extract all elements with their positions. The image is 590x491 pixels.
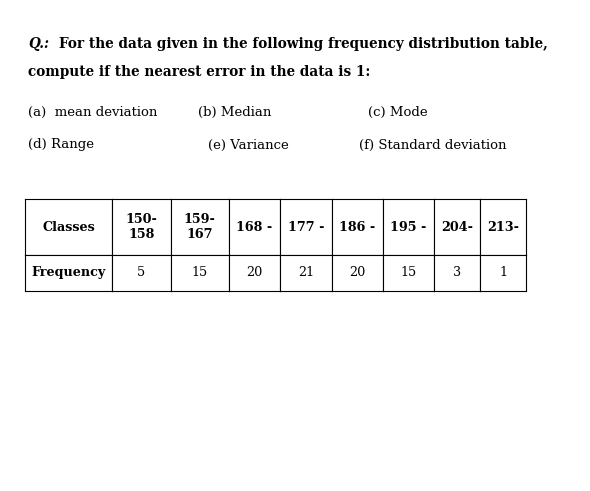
Text: compute if the nearest error in the data is 1:: compute if the nearest error in the data…: [28, 65, 371, 79]
Text: 21: 21: [298, 267, 314, 279]
Text: (e) Variance: (e) Variance: [208, 138, 289, 151]
Text: 186 -: 186 -: [339, 220, 375, 234]
Text: (f) Standard deviation: (f) Standard deviation: [359, 138, 506, 151]
Text: (d) Range: (d) Range: [28, 138, 94, 151]
Text: (a)  mean deviation: (a) mean deviation: [28, 106, 158, 118]
Text: Classes: Classes: [42, 220, 95, 234]
Text: 213-: 213-: [487, 220, 519, 234]
Text: 150-
158: 150- 158: [125, 213, 158, 241]
Text: Q.:: Q.:: [28, 37, 50, 51]
Text: 15: 15: [192, 267, 208, 279]
Text: 20: 20: [247, 267, 263, 279]
Text: 15: 15: [401, 267, 417, 279]
Text: 195 -: 195 -: [391, 220, 427, 234]
Text: (b) Median: (b) Median: [198, 106, 271, 118]
Text: (c) Mode: (c) Mode: [368, 106, 427, 118]
Text: 3: 3: [453, 267, 461, 279]
Text: 159-
167: 159- 167: [183, 213, 216, 241]
Text: 204-: 204-: [441, 220, 473, 234]
Text: 20: 20: [349, 267, 365, 279]
Text: 1: 1: [499, 267, 507, 279]
Text: For the data given in the following frequency distribution table,: For the data given in the following freq…: [59, 37, 548, 51]
Text: 168 -: 168 -: [237, 220, 273, 234]
Text: Frequency: Frequency: [31, 267, 106, 279]
Text: 177 -: 177 -: [288, 220, 324, 234]
Text: 5: 5: [137, 267, 145, 279]
